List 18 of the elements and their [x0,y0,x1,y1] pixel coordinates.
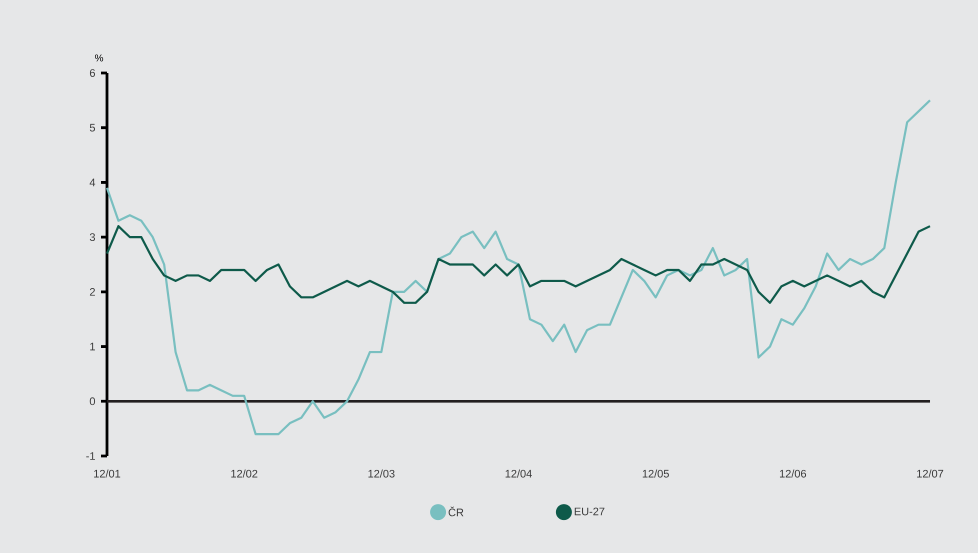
x-tick-label: 12/07 [917,470,944,478]
y-axis-title: % [94,54,104,62]
y-tick-label: 0 [90,397,96,406]
x-tick-label: 12/04 [506,470,532,478]
legend-label: EU-27 [574,508,604,516]
legend-label: ČR [448,506,464,516]
x-tick-label: 12/02 [231,470,258,478]
y-tick-label: 2 [90,288,95,296]
x-tick-label: 12/01 [94,470,120,478]
y-tick-label: -1 [86,452,95,460]
x-tick-label: 12/05 [642,470,669,478]
y-tick-label: 5 [90,124,96,132]
x-tick-label: 12/06 [780,470,806,478]
y-tick-label: 4 [90,178,96,186]
x-tick-label: 12/03 [368,470,395,478]
y-tick-label: 1 [90,342,95,350]
y-tick-label: 3 [90,233,95,242]
y-tick-label: 6 [90,69,95,77]
